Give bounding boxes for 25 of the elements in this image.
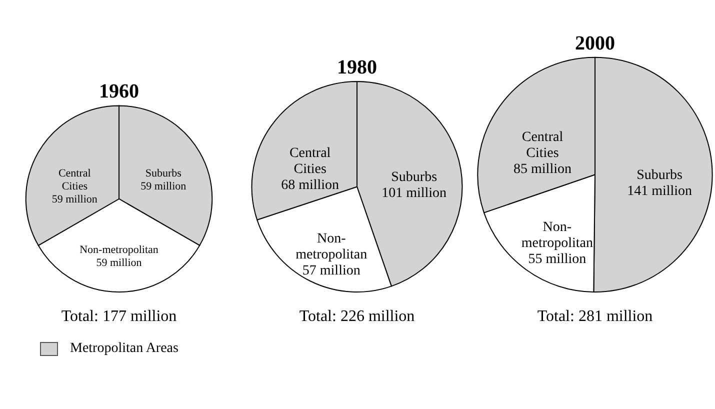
data-label: 57 million <box>302 264 360 279</box>
legend-title: Metropolitan Areas <box>70 341 178 357</box>
data-label: 59 million <box>140 180 187 192</box>
text: Total: 226 million <box>299 308 415 325</box>
data-label: 85 million <box>514 162 572 178</box>
slice-label: Non-metropolitan <box>296 232 368 263</box>
slice-label: Non-metropolitan <box>521 220 593 251</box>
slice-label: Suburbs <box>391 170 438 186</box>
slice-label: Central Cities <box>289 146 331 177</box>
slice-label: Suburbs <box>145 167 182 180</box>
slice-label: Non-metropolitan <box>80 244 159 256</box>
chart-title: 1980 <box>337 56 377 79</box>
text: Total: 177 million <box>61 308 177 325</box>
data-label: 101 million <box>382 186 447 202</box>
slice-label: Central Cities <box>58 167 91 192</box>
data-label: 141 million <box>627 184 692 200</box>
text: Total: 281 million <box>537 308 653 325</box>
data-label: 59 million <box>52 193 98 206</box>
chart-title: 2000 <box>575 32 615 54</box>
slice-label: Central Cities <box>522 130 564 162</box>
data-label: 68 million <box>281 178 340 193</box>
chart-title: 1960 <box>99 80 139 103</box>
data-label: 59 million <box>96 257 142 270</box>
data-label: 55 million <box>528 252 586 267</box>
slice-label: Suburbs <box>636 168 682 184</box>
